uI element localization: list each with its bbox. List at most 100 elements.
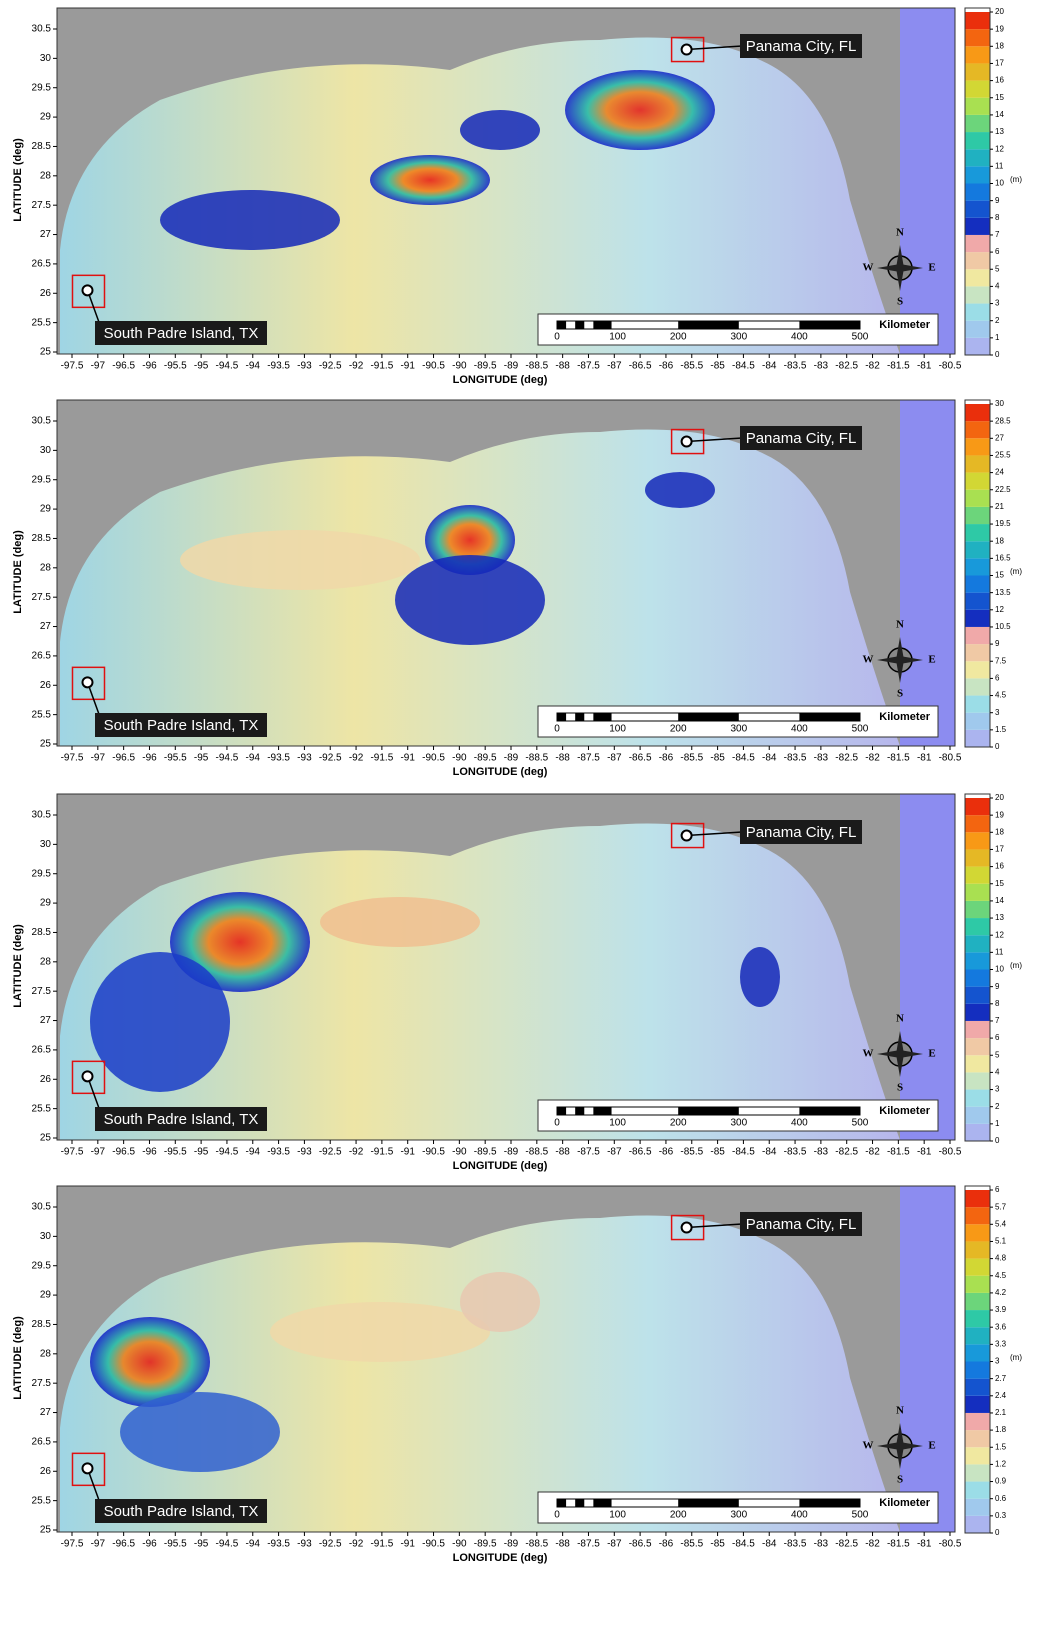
scale-bar-label: 500 [852,1510,869,1521]
x-tick-label: -85 [710,361,725,372]
scale-bar-fill [678,1499,739,1507]
y-tick-label: 29 [40,898,52,909]
x-tick-label: -83.5 [784,1147,807,1158]
x-tick-label: -90 [452,361,467,372]
x-tick-label: -89 [504,753,519,764]
scale-bar-fill [799,713,860,721]
x-tick-label: -92 [349,361,364,372]
x-tick-label: -94.5 [216,753,239,764]
x-tick-label: -93 [297,1539,312,1550]
colorbar-segment [965,321,990,338]
x-tick-label: -93.5 [267,1147,290,1158]
x-tick-label: -84 [762,1147,777,1158]
location-label: Panama City, FL [746,38,857,55]
colorbar-unit: (m) [1010,567,1022,576]
colorbar-segment [965,1362,990,1379]
x-tick-label: -93 [297,361,312,372]
x-tick-label: -95.5 [164,1539,187,1550]
x-tick-label: -97 [91,361,106,372]
scale-bar-fill [678,713,739,721]
colorbar-tick-label: 0 [995,1528,1000,1537]
colorbar-tick-label: 27 [995,433,1004,442]
colorbar-segment [965,952,990,969]
y-tick-label: 26.5 [32,1045,52,1056]
x-tick-label: -90 [452,1539,467,1550]
x-tick-label: -83 [814,361,829,372]
y-tick-label: 30 [40,839,52,850]
colorbar-segment [965,421,990,438]
x-tick-label: -94.5 [216,1539,239,1550]
y-tick-label: 30 [40,445,52,456]
x-tick-label: -83.5 [784,361,807,372]
y-tick-label: 28.5 [32,533,52,544]
x-tick-label: -80.5 [939,1147,962,1158]
x-tick-label: -82.5 [835,361,858,372]
colorbar-tick-label: 6 [995,674,1000,683]
colorbar-segment [965,1447,990,1464]
x-tick-label: -96 [142,753,157,764]
colorbar-segment [965,867,990,884]
x-tick-label: -91.5 [370,753,393,764]
colorbar-segment [965,1516,990,1533]
x-tick-label: -96 [142,1147,157,1158]
y-tick-label: 26 [40,1466,52,1477]
colorbar-tick-label: 6 [995,247,1000,256]
colorbar-segment [965,1072,990,1089]
x-tick-label: -81.5 [887,361,910,372]
x-tick-label: -87 [607,753,622,764]
colorbar-segment [965,404,990,421]
scale-bar-label: 100 [609,1118,626,1129]
colorbar-tick-label: 11 [995,947,1004,956]
colorbar-tick-label: 10 [995,179,1004,188]
colorbar-tick-label: 0 [995,350,1000,359]
y-tick-label: 26 [40,288,52,299]
y-tick-label: 25 [40,739,52,750]
surge-region [180,530,420,590]
x-tick-label: -86 [659,361,674,372]
colorbar-segment [965,524,990,541]
x-tick-label: -95.5 [164,1147,187,1158]
x-tick-label: -89 [504,1147,519,1158]
x-tick-label: -96.5 [112,1539,135,1550]
location-label: South Padre Island, TX [104,325,259,342]
colorbar-tick-label: 2.1 [995,1408,1007,1417]
location-marker [82,285,92,295]
scale-bar-fill [593,1499,611,1507]
colorbar-segment [965,1004,990,1021]
colorbar-segment [965,1021,990,1038]
x-tick-label: -95 [194,753,209,764]
y-axis-label: LATITUDE (deg) [12,1316,24,1400]
colorbar-tick-label: 2.7 [995,1374,1007,1383]
colorbar-segment [965,81,990,98]
scale-bar-label: 300 [730,1510,747,1521]
y-tick-label: 26 [40,1074,52,1085]
colorbar-segment [965,1107,990,1124]
scale-bar-label: 100 [609,1510,626,1521]
x-tick-label: -90.5 [422,1539,445,1550]
scale-bar-fill [575,1499,584,1507]
colorbar-tick-label: 9 [995,639,1000,648]
colorbar-unit: (m) [1010,1353,1022,1362]
colorbar-segment [965,884,990,901]
colorbar-segment [965,901,990,918]
compass-label: E [928,1440,935,1452]
scale-bar-fill [557,321,566,329]
y-tick-label: 27 [40,621,52,632]
x-tick-label: -82 [865,361,880,372]
colorbar-segment [965,98,990,115]
x-tick-label: -93.5 [267,361,290,372]
x-tick-label: -92 [349,1539,364,1550]
colorbar-segment [965,338,990,355]
colorbar-segment [965,987,990,1004]
surge-region [120,1392,280,1472]
x-tick-label: -85 [710,1539,725,1550]
x-tick-label: -90.5 [422,753,445,764]
compass-label: W [863,654,874,666]
scale-bar-label: 200 [670,1510,687,1521]
x-tick-label: -88 [555,753,570,764]
colorbar-tick-label: 2 [995,316,1000,325]
colorbar-tick-label: 11 [995,161,1004,170]
x-tick-label: -81 [917,1539,932,1550]
colorbar-tick-label: 12 [995,605,1004,614]
scale-bar-label: 500 [852,1118,869,1129]
